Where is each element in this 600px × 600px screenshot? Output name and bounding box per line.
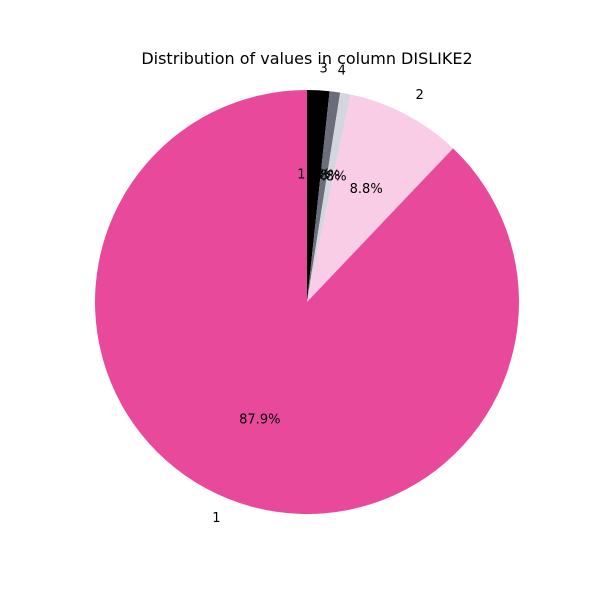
pie-labels: 1.7%30.8%40.8%8.8%287.9%1 xyxy=(212,62,424,526)
pie-slices xyxy=(94,90,519,514)
pie-slice-0 xyxy=(307,90,330,302)
pie-slice-percent-2: 0.8% xyxy=(314,169,347,184)
pie-slice-2 xyxy=(307,92,351,302)
chart-title: Distribution of values in column DISLIKE… xyxy=(141,49,472,68)
pie-slice-percent-4: 87.9% xyxy=(239,413,280,428)
pie-slice-label-1: 4 xyxy=(338,63,346,78)
pie-slice-1 xyxy=(307,91,341,303)
pie-slice-4 xyxy=(94,90,519,514)
pie-slice-3 xyxy=(307,94,454,302)
pie-slice-percent-1: 0.8% xyxy=(307,168,340,183)
pie-slice-label-0: 3 xyxy=(319,62,327,77)
pie-slice-label-4: 1 xyxy=(212,511,220,526)
pie-slice-percent-0: 1.7% xyxy=(297,167,330,182)
pie-slice-percent-3: 8.8% xyxy=(350,182,383,197)
pie-slice-label-3: 2 xyxy=(415,88,423,103)
